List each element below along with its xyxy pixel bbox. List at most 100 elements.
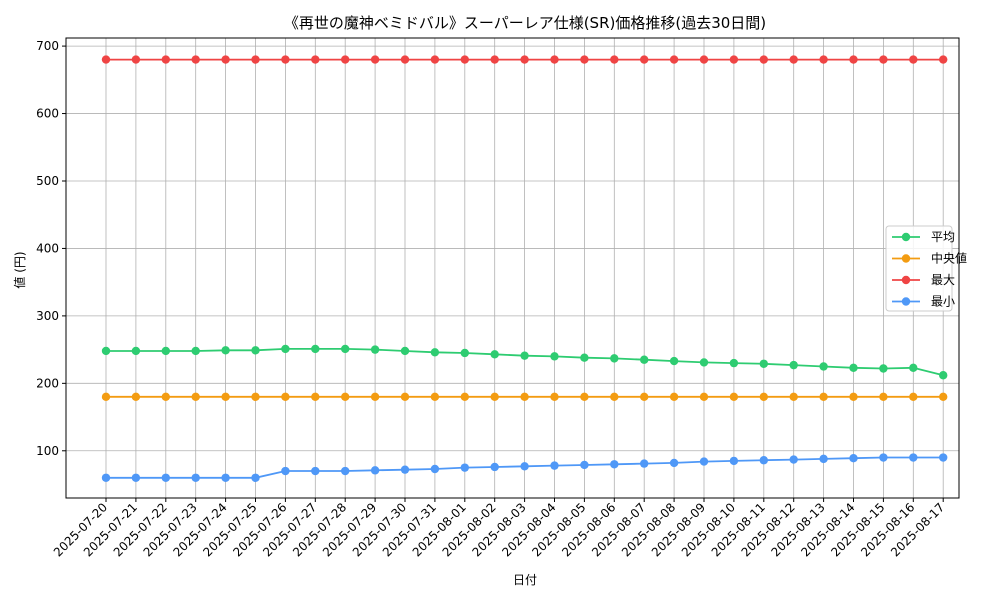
data-point xyxy=(849,454,858,463)
data-point xyxy=(550,392,559,402)
data-point xyxy=(520,392,529,402)
data-point xyxy=(400,55,410,64)
data-point xyxy=(879,453,888,462)
data-point xyxy=(430,348,440,357)
y-tick-label: 700 xyxy=(36,39,59,53)
data-point xyxy=(789,455,798,464)
data-point xyxy=(729,55,739,64)
data-point xyxy=(550,352,559,361)
data-point xyxy=(370,345,380,354)
data-point xyxy=(281,392,290,402)
data-point xyxy=(669,392,679,402)
data-point xyxy=(939,371,948,380)
data-point xyxy=(131,55,141,64)
data-point xyxy=(341,55,350,64)
data-point xyxy=(101,473,111,482)
data-point xyxy=(430,464,440,474)
data-point xyxy=(430,55,440,64)
data-point xyxy=(729,358,739,368)
data-point xyxy=(759,359,768,368)
data-point xyxy=(939,55,948,64)
data-point xyxy=(311,55,320,64)
data-point xyxy=(789,392,798,402)
data-point xyxy=(580,460,589,470)
data-point xyxy=(640,459,649,468)
data-point xyxy=(341,344,350,354)
data-point xyxy=(879,364,888,373)
data-point xyxy=(101,346,111,356)
legend-label: 平均 xyxy=(931,230,955,244)
y-tick-label: 500 xyxy=(36,174,59,188)
data-point xyxy=(400,465,410,474)
legend-frame xyxy=(885,225,953,312)
data-point xyxy=(580,55,589,64)
data-point xyxy=(640,55,649,64)
data-point xyxy=(610,392,619,402)
data-point xyxy=(520,462,529,471)
x-axis-ticks: 2025-07-202025-07-212025-07-222025-07-23… xyxy=(51,498,947,559)
data-point xyxy=(909,363,918,373)
series-0 xyxy=(101,344,948,380)
data-point xyxy=(281,466,290,476)
data-point xyxy=(221,55,230,64)
data-point xyxy=(699,392,709,402)
plot-frame xyxy=(65,37,960,499)
data-point xyxy=(729,392,739,402)
data-point xyxy=(580,392,589,402)
data-point xyxy=(520,55,529,64)
series-1 xyxy=(101,392,948,402)
data-point xyxy=(460,392,469,402)
x-axis-label: 日付 xyxy=(513,573,537,587)
y-tick-label: 100 xyxy=(36,444,59,458)
data-point xyxy=(191,346,200,356)
data-point xyxy=(281,344,290,354)
data-point xyxy=(699,457,709,466)
data-point xyxy=(490,350,499,359)
legend-label: 最小 xyxy=(931,295,955,309)
data-point xyxy=(759,392,768,402)
data-point xyxy=(939,453,948,462)
data-point xyxy=(370,55,380,64)
data-point xyxy=(400,392,410,402)
data-point xyxy=(341,392,350,402)
data-point xyxy=(251,346,260,355)
data-point xyxy=(909,392,918,402)
data-point xyxy=(131,392,141,402)
data-point xyxy=(251,392,260,402)
data-point xyxy=(849,363,858,373)
data-point xyxy=(789,360,798,370)
legend-swatch-marker xyxy=(901,297,911,306)
legend-swatch-marker xyxy=(901,254,911,263)
y-tick-label: 600 xyxy=(36,107,59,121)
data-point xyxy=(699,55,709,64)
data-point xyxy=(699,358,709,367)
y-tick-label: 400 xyxy=(36,241,59,255)
data-point xyxy=(400,346,410,356)
data-point xyxy=(460,463,469,472)
y-tick-label: 200 xyxy=(36,376,59,390)
data-point xyxy=(610,55,619,64)
data-point xyxy=(460,348,469,358)
y-axis-label: 値 (円) xyxy=(12,251,27,288)
data-point xyxy=(669,458,679,468)
data-point xyxy=(610,354,619,363)
data-point xyxy=(789,55,798,64)
data-point xyxy=(819,362,828,371)
data-point xyxy=(101,392,111,402)
data-point xyxy=(251,55,260,64)
data-point xyxy=(640,355,649,364)
data-point xyxy=(281,55,290,64)
y-tick-label: 300 xyxy=(36,309,59,323)
data-point xyxy=(251,473,260,482)
data-point xyxy=(161,473,170,482)
data-point xyxy=(161,392,170,402)
chart-title: 《再世の魔神ベミドバル》スーパーレア仕様(SR)価格推移(過去30日間) xyxy=(284,14,766,32)
grid xyxy=(66,38,959,498)
data-point xyxy=(430,392,440,402)
data-point xyxy=(879,55,888,64)
data-point xyxy=(221,346,230,355)
data-point xyxy=(819,454,828,464)
data-point xyxy=(131,346,141,356)
